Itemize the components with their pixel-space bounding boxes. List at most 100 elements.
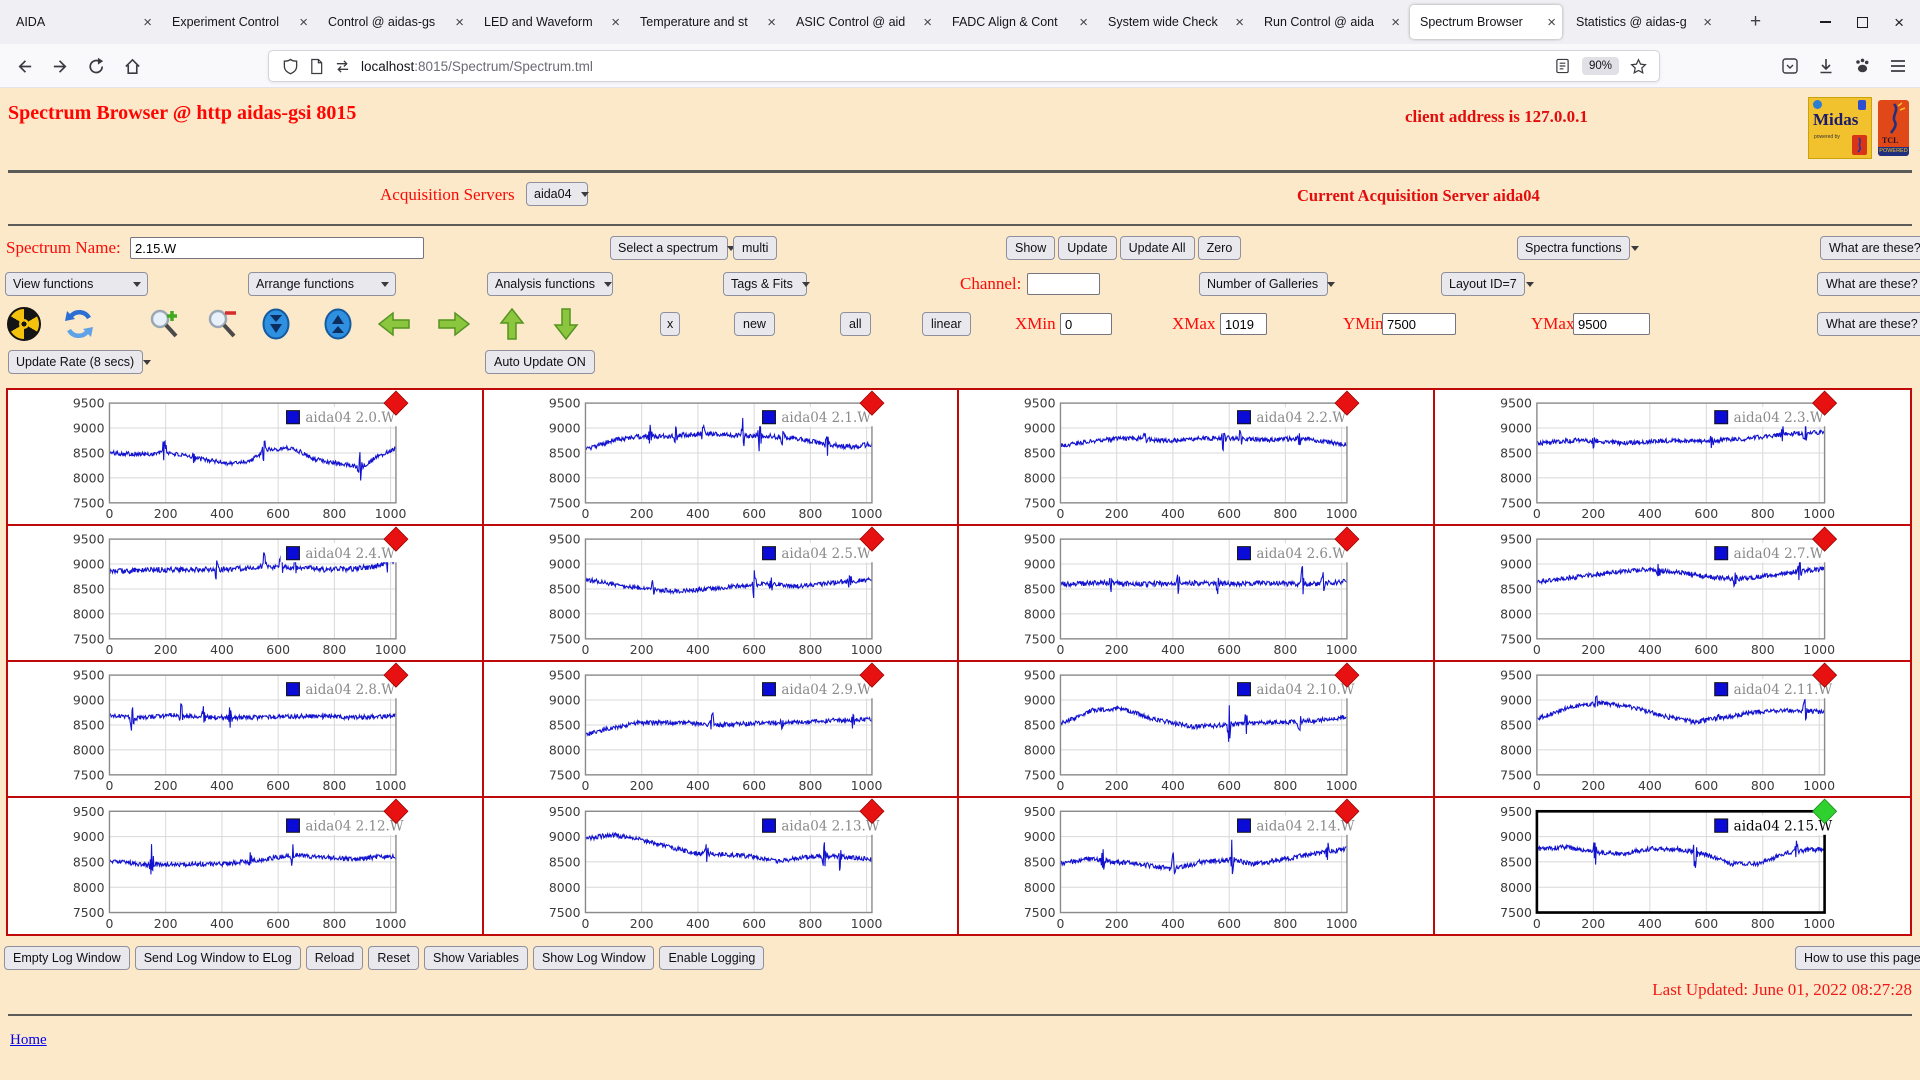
how-to-use-button[interactable]: How to use this page	[1795, 946, 1920, 970]
reader-mode-icon[interactable]	[1550, 53, 1576, 79]
spectrum-cell-aida04-2.7.W[interactable]: aida04 2.7.W 7500 8000 8500 9000 9500 0 200 400…	[1434, 526, 1910, 662]
tab-close-icon[interactable]: ×	[767, 13, 776, 31]
tab-close-icon[interactable]: ×	[455, 13, 464, 31]
update-rate-dropdown[interactable]: Update Rate (8 secs)	[8, 350, 152, 374]
spectrum-cell-aida04-2.15.W[interactable]: aida04 2.15.W 7500 8000 8500 9000 9500 0 200 40…	[1434, 798, 1910, 934]
footer-button-send-log-window-to-elog[interactable]: Send Log Window to ELog	[134, 946, 301, 970]
browser-tab-3[interactable]: Control @ aidas-gs ×	[318, 5, 470, 39]
tab-close-icon[interactable]: ×	[1079, 13, 1088, 31]
browser-tab-2[interactable]: Experiment Control ×	[162, 5, 314, 39]
page-info-icon[interactable]	[303, 53, 329, 79]
tab-close-icon[interactable]: ×	[1547, 13, 1556, 31]
multi-button[interactable]: multi	[733, 236, 778, 260]
channel-input[interactable]	[1027, 273, 1100, 295]
maximize-icon[interactable]	[1857, 16, 1869, 28]
expand-y-icon[interactable]	[321, 307, 355, 341]
spectrum-cell-aida04-2.2.W[interactable]: aida04 2.2.W 7500 8000 8500 9000 9500 0 200 400…	[959, 390, 1435, 526]
radiation-icon[interactable]	[7, 307, 41, 341]
browser-tab-9[interactable]: Run Control @ aida ×	[1254, 5, 1406, 39]
spectrum-cell-aida04-2.5.W[interactable]: aida04 2.5.W 7500 8000 8500 9000 9500 0 200 400…	[483, 526, 959, 662]
spectrum-cell-aida04-2.3.W[interactable]: aida04 2.3.W 7500 8000 8500 9000 9500 0 200 400…	[1434, 390, 1910, 526]
spectrum-cell-aida04-2.14.W[interactable]: aida04 2.14.W 7500 8000 8500 9000 9500 0 200 40…	[959, 798, 1435, 934]
menu-hamburger-icon[interactable]	[1884, 52, 1912, 80]
shield-icon[interactable]	[277, 53, 303, 79]
zoom-level-badge[interactable]: 90%	[1581, 57, 1619, 75]
ymax-input[interactable]	[1573, 313, 1650, 335]
spectrum-cell-aida04-2.0.W[interactable]: aida04 2.0.W 7500 8000 8500 9000 9500 0 200 400…	[8, 390, 484, 526]
zoom-out-icon[interactable]	[205, 307, 239, 341]
footer-button-reload[interactable]: Reload	[305, 946, 364, 970]
spectrum-cell-aida04-2.1.W[interactable]: aida04 2.1.W 7500 8000 8500 9000 9500 0 200 400…	[483, 390, 959, 526]
spectrum-cell-aida04-2.8.W[interactable]: aida04 2.8.W 7500 8000 8500 9000 9500 0 200 400…	[8, 662, 484, 798]
browser-tab-4[interactable]: LED and Waveform ×	[474, 5, 626, 39]
tags-fits-dropdown[interactable]: Tags & Fits	[723, 272, 810, 296]
reload-icon[interactable]	[82, 52, 110, 80]
spectrum-cell-aida04-2.4.W[interactable]: aida04 2.4.W 7500 8000 8500 9000 9500 0 200 400…	[8, 526, 484, 662]
browser-tab-10[interactable]: Spectrum Browser ×	[1410, 5, 1562, 39]
tab-close-icon[interactable]: ×	[1235, 13, 1244, 31]
layout-id-dropdown[interactable]: Layout ID=7	[1441, 272, 1534, 296]
what-are-these-button-1[interactable]: What are these?	[1820, 236, 1920, 260]
footer-button-reset[interactable]: Reset	[368, 946, 419, 970]
ymin-input[interactable]	[1382, 313, 1456, 335]
bookmark-star-icon[interactable]	[1625, 53, 1651, 79]
browser-tab-1[interactable]: AIDA ×	[6, 5, 158, 39]
footer-button-show-variables[interactable]: Show Variables	[424, 946, 528, 970]
browser-tab-11[interactable]: Statistics @ aidas-g ×	[1566, 5, 1718, 39]
url-bar[interactable]: localhost:8015/Spectrum/Spectrum.tml 90%	[268, 50, 1660, 82]
back-icon[interactable]	[10, 52, 38, 80]
tab-close-icon[interactable]: ×	[1703, 13, 1712, 31]
analysis-functions-dropdown[interactable]: Analysis functions	[487, 272, 613, 296]
browser-tab-5[interactable]: Temperature and st ×	[630, 5, 782, 39]
what-are-these-button-3[interactable]: What are these?	[1817, 312, 1920, 336]
tcl-logo[interactable]: TCL POWERED	[1878, 100, 1909, 156]
spectrum-name-input[interactable]	[130, 237, 424, 259]
spectrum-cell-aida04-2.6.W[interactable]: aida04 2.6.W 7500 8000 8500 9000 9500 0 200 400…	[959, 526, 1435, 662]
pan-right-icon[interactable]	[437, 307, 471, 341]
action-button-show[interactable]: Show	[1006, 236, 1056, 260]
what-are-these-button-2[interactable]: What are these?	[1817, 272, 1920, 296]
forward-icon[interactable]	[46, 52, 74, 80]
footer-button-empty-log-window[interactable]: Empty Log Window	[4, 946, 130, 970]
spectrum-cell-aida04-2.10.W[interactable]: aida04 2.10.W 7500 8000 8500 9000 9500 0 200 40…	[959, 662, 1435, 798]
footer-button-show-log-window[interactable]: Show Log Window	[532, 946, 655, 970]
browser-tab-6[interactable]: ASIC Control @ aid ×	[786, 5, 938, 39]
pan-down-icon[interactable]	[549, 307, 583, 341]
extension-paw-icon[interactable]	[1848, 52, 1876, 80]
all-button[interactable]: all	[840, 312, 871, 336]
arrange-functions-dropdown[interactable]: Arrange functions	[248, 272, 396, 296]
minimize-icon[interactable]	[1820, 21, 1832, 23]
refresh-icon[interactable]	[62, 307, 96, 341]
midas-logo[interactable]: Midas powered by	[1808, 97, 1872, 159]
x-axis-button[interactable]: x	[660, 312, 681, 336]
tab-close-icon[interactable]: ×	[923, 13, 932, 31]
new-button[interactable]: new	[734, 312, 775, 336]
spectrum-cell-aida04-2.9.W[interactable]: aida04 2.9.W 7500 8000 8500 9000 9500 0 200 400…	[483, 662, 959, 798]
xmin-input[interactable]	[1060, 313, 1112, 335]
sidebar-bookmark-icon[interactable]	[1776, 52, 1804, 80]
url-text[interactable]: localhost:8015/Spectrum/Spectrum.tml	[361, 59, 1550, 74]
pan-left-icon[interactable]	[377, 307, 411, 341]
spectrum-cell-aida04-2.13.W[interactable]: aida04 2.13.W 7500 8000 8500 9000 9500 0 200 40…	[483, 798, 959, 934]
browser-tab-8[interactable]: System wide Check ×	[1098, 5, 1250, 39]
tab-close-icon[interactable]: ×	[611, 13, 620, 31]
home-link[interactable]: Home	[10, 1032, 47, 1048]
close-icon[interactable]: ×	[1894, 12, 1904, 32]
footer-button-enable-logging[interactable]: Enable Logging	[659, 946, 765, 970]
tab-close-icon[interactable]: ×	[1391, 13, 1400, 31]
number-of-galleries-dropdown[interactable]: Number of Galleries	[1199, 272, 1336, 296]
spectra-functions-dropdown[interactable]: Spectra functions	[1517, 236, 1639, 260]
view-functions-dropdown[interactable]: View functions	[5, 272, 148, 296]
home-icon[interactable]	[118, 52, 146, 80]
downloads-icon[interactable]	[1812, 52, 1840, 80]
tab-close-icon[interactable]: ×	[143, 13, 152, 31]
spectrum-cell-aida04-2.11.W[interactable]: aida04 2.11.W 7500 8000 8500 9000 9500 0 200 40…	[1434, 662, 1910, 798]
permissions-icon[interactable]	[329, 53, 355, 79]
select-spectrum-dropdown[interactable]: Select a spectrum	[610, 236, 736, 260]
linear-button[interactable]: linear	[922, 312, 971, 336]
acquisition-server-select[interactable]: aida04	[526, 182, 589, 206]
browser-tab-7[interactable]: FADC Align & Cont ×	[942, 5, 1094, 39]
pan-up-icon[interactable]	[495, 307, 529, 341]
action-button-update-all[interactable]: Update All	[1119, 236, 1195, 260]
auto-update-button[interactable]: Auto Update ON	[485, 350, 595, 374]
